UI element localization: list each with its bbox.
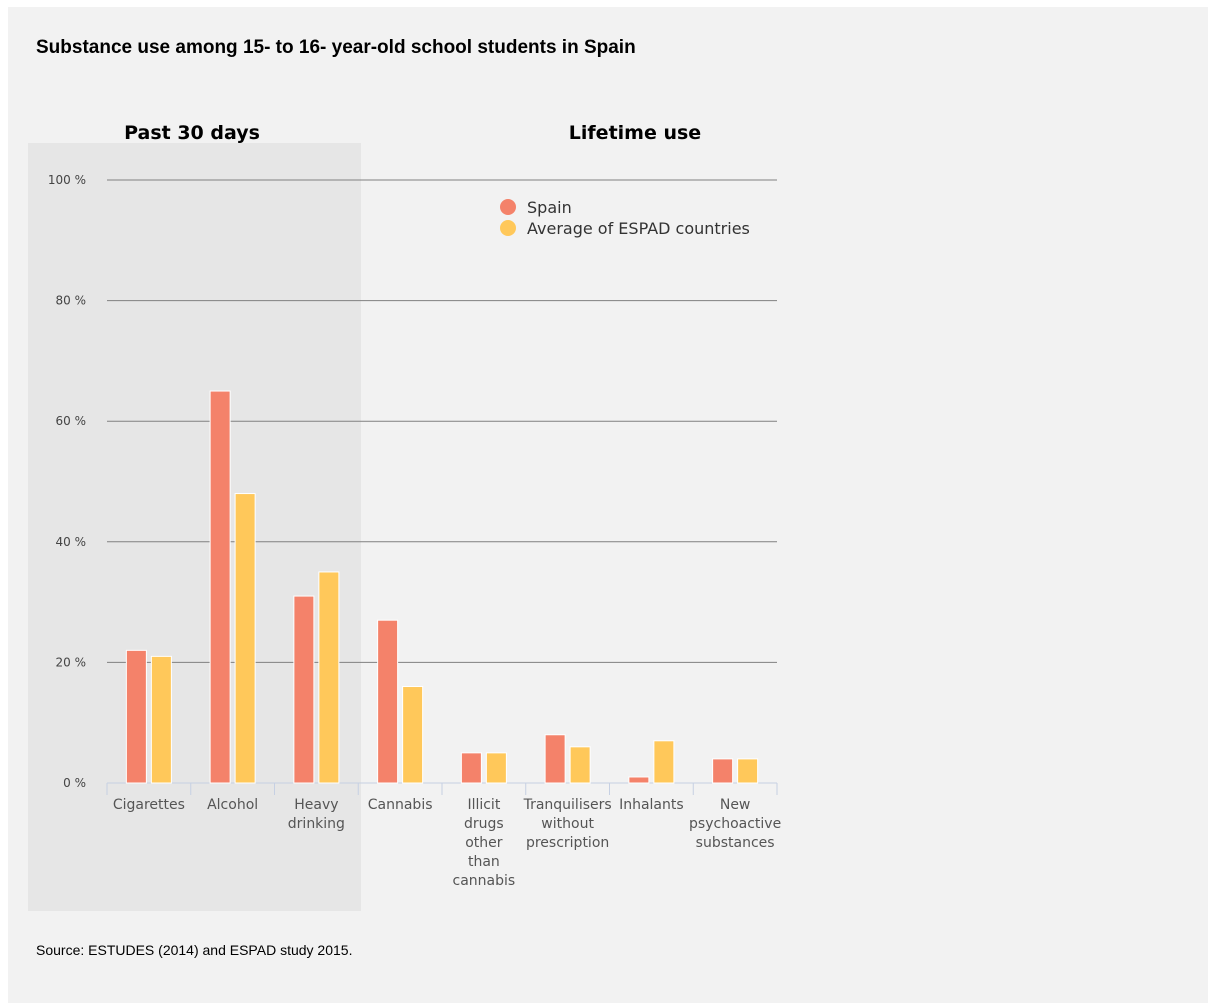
bar-espad[interactable] — [737, 758, 759, 784]
y-tick-label: 20 % — [56, 655, 87, 669]
source-note: Source: ESTUDES (2014) and ESPAD study 2… — [36, 942, 353, 958]
x-tick-label: Cannabis — [368, 797, 433, 813]
legend: Spain Average of ESPAD countries — [500, 198, 750, 238]
y-tick-label: 100 % — [48, 173, 86, 187]
y-tick-label: 60 % — [56, 414, 87, 428]
x-tick-label: New psychoactive substances — [689, 797, 781, 851]
bar-spain[interactable] — [293, 595, 315, 784]
bar-espad[interactable] — [485, 752, 507, 784]
bar-spain[interactable] — [460, 752, 482, 784]
past-30-days-shade — [28, 143, 361, 911]
bar-espad[interactable] — [653, 740, 675, 784]
bar-spain[interactable] — [209, 390, 231, 784]
bar-spain[interactable] — [628, 776, 650, 784]
x-tick-label: Inhalants — [619, 797, 684, 813]
legend-marker-espad — [500, 220, 516, 236]
bar-espad[interactable] — [318, 571, 340, 784]
y-tick-label: 0 % — [63, 776, 86, 790]
bar-spain[interactable] — [712, 758, 734, 784]
legend-label-espad: Average of ESPAD countries — [527, 219, 750, 238]
x-tick-label: Cigarettes — [113, 797, 185, 813]
x-tick-label: Alcohol — [207, 797, 258, 813]
legend-label-spain: Spain — [527, 198, 572, 217]
chart-title: Substance use among 15- to 16- year-old … — [36, 37, 636, 58]
section-label-past-30-days: Past 30 days — [124, 122, 260, 144]
bar-espad[interactable] — [150, 655, 172, 784]
x-tick-label: Heavy drinking — [288, 797, 345, 832]
bar-espad[interactable] — [569, 746, 591, 784]
legend-marker-spain — [500, 199, 516, 215]
section-label-lifetime-use: Lifetime use — [569, 122, 701, 144]
bars — [125, 390, 759, 784]
y-axis-ticks: 0 % 20 % 40 % 60 % 80 % 100 % — [48, 173, 86, 790]
bar-espad[interactable] — [234, 493, 256, 784]
x-tick-label: Illicit drugs other than cannabis — [453, 797, 516, 889]
y-tick-label: 40 % — [56, 535, 87, 549]
bar-spain[interactable] — [544, 734, 566, 784]
y-tick-label: 80 % — [56, 294, 87, 308]
bar-espad[interactable] — [402, 686, 424, 784]
x-tick-label: Tranquilisers without prescription — [523, 797, 612, 851]
x-axis-labels: Cigarettes Alcohol Heavy drinking Cannabis Il… — [113, 797, 781, 889]
bar-spain[interactable] — [125, 649, 147, 784]
bar-spain[interactable] — [377, 619, 399, 784]
